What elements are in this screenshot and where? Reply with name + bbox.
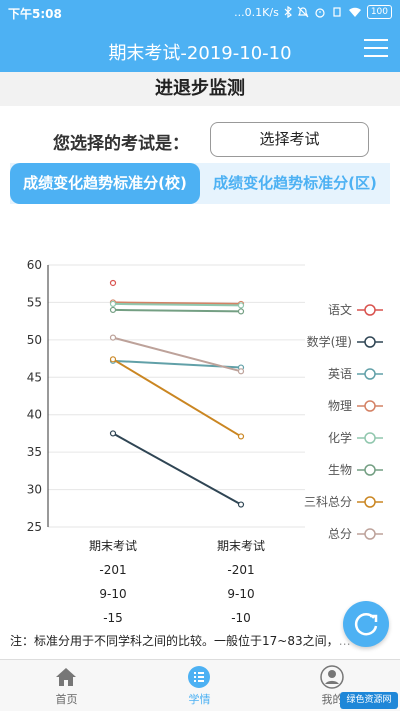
data-point — [237, 368, 245, 375]
x-tick-label: -15 — [103, 611, 123, 625]
data-point — [237, 308, 245, 315]
series-line-5 — [112, 308, 242, 313]
legend-marker — [364, 400, 376, 412]
tab-school-standard-score[interactable]: 成绩变化趋势标准分(校) — [10, 163, 200, 204]
status-bar: 下午5:08 ...0.1K/s 100 — [0, 0, 400, 26]
series-line-6 — [112, 358, 242, 438]
x-tick-label: 9-10 — [99, 587, 126, 601]
menu-icon[interactable] — [364, 39, 388, 59]
data-point — [237, 433, 245, 440]
x-tick-label: -201 — [227, 563, 254, 577]
legend-marker — [364, 432, 376, 444]
page-title: 期末考试-2019-10-10 — [108, 43, 292, 64]
x-tick-label: -201 — [99, 563, 126, 577]
app-header: 期末考试-2019-10-10 — [0, 26, 400, 72]
series-line-1 — [112, 432, 242, 506]
data-point — [109, 430, 117, 437]
nav-item-study[interactable]: 学情 — [133, 660, 266, 711]
bottom-nav: 首页 学情 我的 绿色资源网 — [0, 659, 400, 711]
network-speed: ...0.1K/s — [234, 5, 279, 19]
exam-select-label: 您选择的考试是： — [53, 134, 189, 154]
y-tick-label: 35 — [27, 445, 42, 459]
tab-district-standard-score[interactable]: 成绩变化趋势标准分(区) — [213, 174, 377, 192]
vibrate-icon — [333, 7, 341, 17]
legend-label: 语文 — [328, 302, 352, 317]
list-icon — [188, 666, 210, 688]
y-tick-label: 25 — [27, 520, 42, 534]
status-indicators: ...0.1K/s 100 — [234, 5, 392, 19]
home-icon — [56, 668, 76, 686]
legend-label: 数学(理) — [307, 334, 352, 349]
y-tick-label: 50 — [27, 333, 42, 347]
x-tick-label: -10 — [231, 611, 251, 625]
series-line-7 — [112, 336, 242, 373]
user-icon — [320, 665, 344, 689]
wifi-icon — [348, 7, 361, 17]
data-point — [237, 501, 245, 508]
y-tick-label: 55 — [27, 295, 42, 309]
section-title: 进退步监测 — [0, 72, 400, 106]
y-tick-label: 60 — [27, 258, 42, 272]
status-time: 下午5:08 — [8, 7, 62, 21]
legend-label: 总分 — [328, 527, 352, 541]
series-line-3 — [112, 301, 242, 305]
mute-icon — [297, 6, 309, 18]
legend-label: 英语 — [328, 367, 352, 381]
legend-label: 三科总分 — [304, 495, 352, 509]
select-exam-button[interactable]: 选择考试 — [210, 122, 369, 157]
y-tick-label: 30 — [27, 483, 42, 497]
score-trend-chart: 25 30 35 40 45 50 55 60 期末考试 -201 9-10 -15 期末考试 -201 9… — [27, 258, 383, 625]
legend-marker — [364, 304, 376, 316]
bluetooth-icon — [284, 6, 292, 18]
x-tick-label: 9-10 — [227, 587, 254, 601]
y-tick-label: 45 — [27, 370, 42, 384]
legend-label: 生物 — [328, 463, 352, 477]
nav-item-home[interactable]: 首页 — [0, 660, 133, 711]
legend-marker — [364, 528, 376, 540]
nav-label-study: 学情 — [188, 693, 211, 706]
alarm-icon — [315, 8, 325, 18]
nav-label-home: 首页 — [55, 693, 78, 706]
y-tick-label: 40 — [27, 408, 42, 422]
series-line-4 — [112, 302, 242, 307]
legend-label: 物理 — [328, 399, 352, 413]
data-point — [109, 300, 117, 308]
battery-icon: 100 — [366, 5, 392, 19]
legend-marker — [364, 496, 376, 508]
data-point — [109, 306, 117, 314]
legend-label: 化学 — [328, 430, 352, 445]
refresh-button[interactable] — [343, 601, 389, 647]
data-point — [109, 334, 117, 341]
legend-marker — [364, 368, 376, 380]
watermark-logo: 绿色资源网 — [340, 692, 398, 709]
exam-select-row: 您选择的考试是： 选择考试 — [0, 122, 400, 158]
note-line: 注：标准分用于不同学科之间的比较。一般位于17~83之间， — [10, 634, 339, 648]
nav-label-mine: 我的 — [321, 693, 344, 706]
trend-tabs: 成绩变化趋势标准分(校) 成绩变化趋势标准分(区) — [10, 163, 390, 204]
nav-item-mine[interactable]: 我的 — [266, 660, 399, 711]
legend-marker — [364, 464, 376, 476]
refresh-icon — [354, 613, 378, 636]
data-point — [109, 356, 117, 363]
note-text: 注：标准分用于不同学科之间的比较。一般位于17~83之间，… — [10, 630, 390, 652]
data-point — [109, 279, 117, 287]
x-tick-label: 期末考试 — [217, 538, 265, 553]
data-point — [237, 302, 245, 309]
x-tick-label: 期末考试 — [89, 538, 137, 553]
legend-marker — [364, 336, 376, 348]
